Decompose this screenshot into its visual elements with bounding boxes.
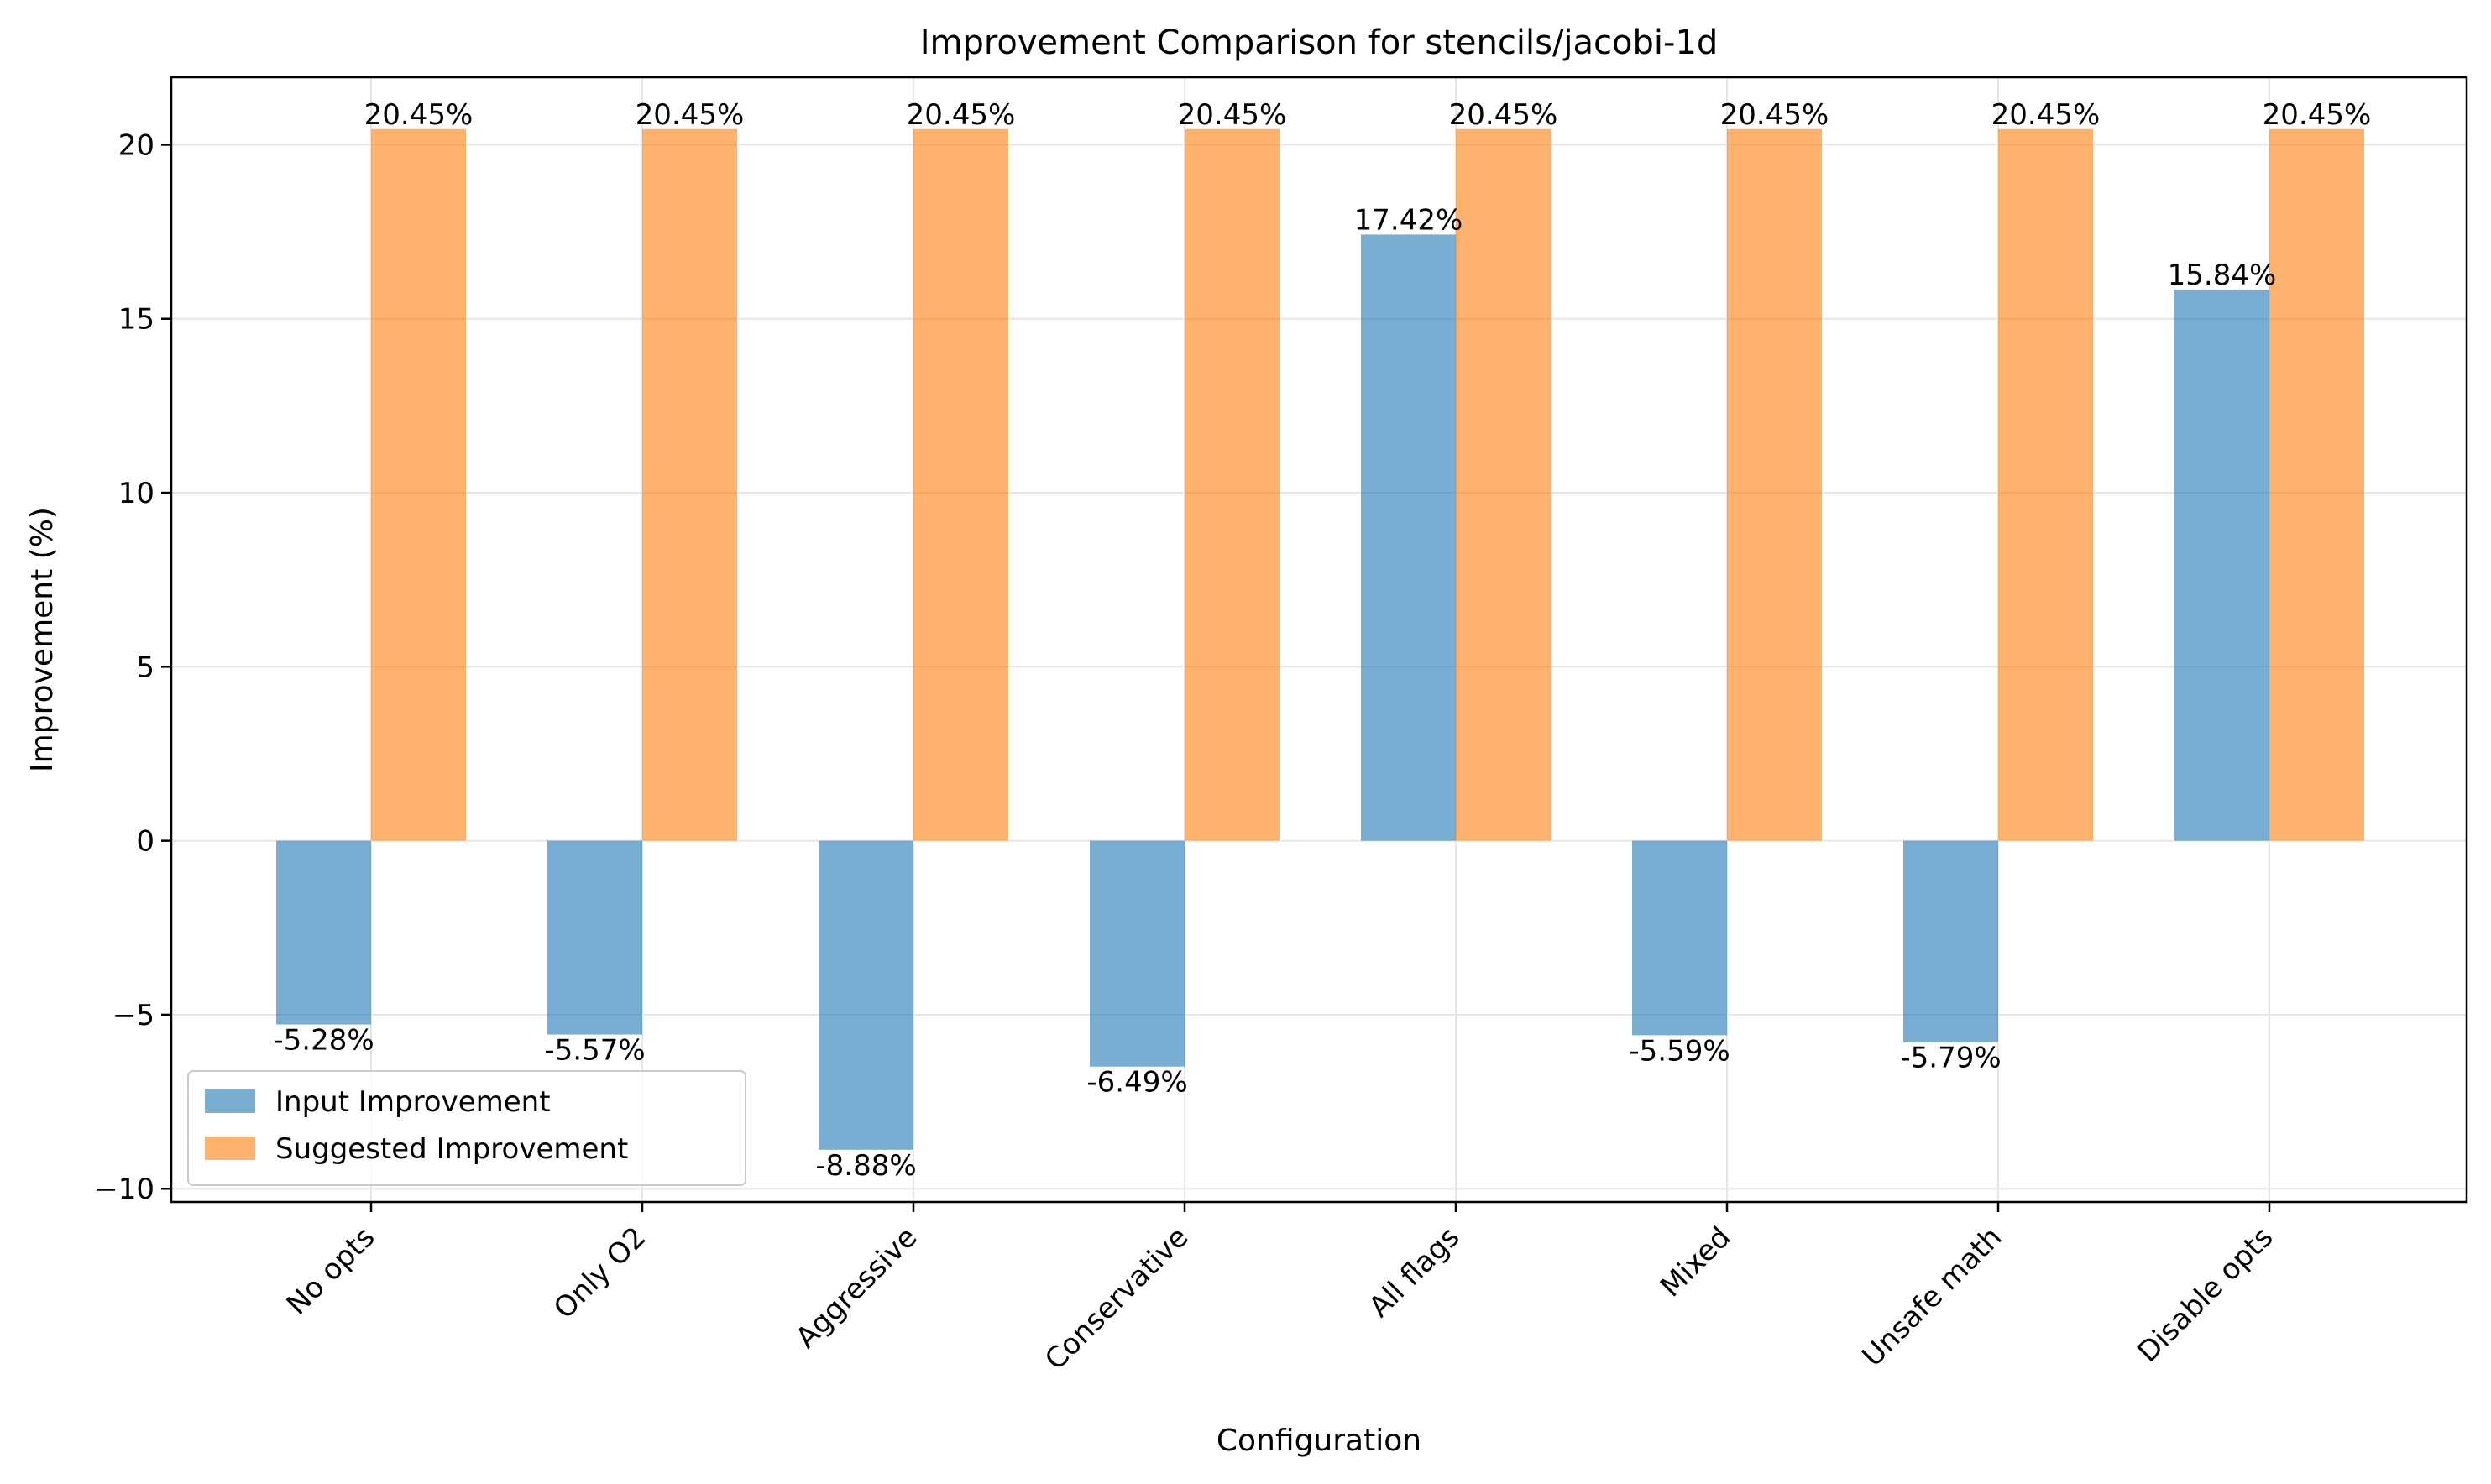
legend-label: Suggested Improvement xyxy=(275,1132,628,1166)
ticks-layer xyxy=(161,144,2271,1212)
x-tick-label: Disable opts xyxy=(2131,1220,2279,1369)
legend: Input Improvement Suggested Improvement xyxy=(187,1070,746,1186)
chart-title: Improvement Comparison for stencils/jaco… xyxy=(920,24,1719,62)
bars-layer xyxy=(276,128,2364,1150)
x-tick-label: Unsafe math xyxy=(1855,1220,2008,1373)
bar xyxy=(547,840,642,1035)
bar-value-label: 17.42% xyxy=(1354,203,1463,237)
bar-value-label: 20.45% xyxy=(1178,98,1287,132)
legend-swatch xyxy=(205,1137,255,1160)
x-tick-label: Only O2 xyxy=(547,1220,652,1325)
bar-value-label: -6.49% xyxy=(1086,1066,1187,1100)
bar xyxy=(1361,234,1456,841)
legend-swatch xyxy=(205,1089,255,1113)
bar-value-label: -5.79% xyxy=(1900,1042,2001,1075)
bar xyxy=(1903,840,1998,1042)
bar xyxy=(2269,128,2364,841)
legend-label: Input Improvement xyxy=(275,1085,551,1119)
bar-value-label: 20.45% xyxy=(1991,98,2101,132)
bar-value-label: -5.57% xyxy=(544,1034,645,1068)
bar xyxy=(1998,128,2093,841)
bar-value-label: -5.59% xyxy=(1629,1034,1730,1068)
y-tick-label: 10 xyxy=(118,477,154,510)
y-tick-label: 5 xyxy=(136,651,154,684)
x-axis-label: Configuration xyxy=(1217,1424,1421,1458)
bar xyxy=(1632,840,1727,1036)
y-tick-label: 20 xyxy=(118,128,154,162)
bar-value-label: 20.45% xyxy=(1449,98,1558,132)
bar xyxy=(1185,128,1280,841)
y-tick-label: −10 xyxy=(94,1173,154,1206)
bar-value-label: 20.45% xyxy=(2263,98,2372,132)
plot-frame xyxy=(170,76,2468,1204)
grid-layer xyxy=(171,77,2467,1202)
y-axis-label: Improvement (%) xyxy=(25,507,60,772)
bar-value-label: 20.45% xyxy=(1720,98,1829,132)
bar-value-label: 20.45% xyxy=(907,98,1016,132)
x-tick-label: Mixed xyxy=(1654,1220,1737,1304)
bar xyxy=(1727,128,1822,841)
x-tick-label: Aggressive xyxy=(789,1220,924,1355)
y-tick-label: −5 xyxy=(113,999,154,1032)
bar xyxy=(276,840,371,1025)
bar xyxy=(1456,128,1551,841)
bar xyxy=(642,128,737,841)
bar-value-label: 20.45% xyxy=(636,98,745,132)
bar xyxy=(1090,840,1185,1067)
bar xyxy=(819,840,913,1150)
x-tick-label: No opts xyxy=(280,1220,382,1322)
bar xyxy=(913,128,1008,841)
bar xyxy=(2174,289,2269,841)
bar xyxy=(371,128,466,841)
x-tick-label: All flags xyxy=(1363,1220,1466,1324)
legend-box xyxy=(187,1070,746,1186)
y-tick-label: 0 xyxy=(136,825,154,859)
x-tick-label: Conservative xyxy=(1039,1220,1195,1377)
bar-value-label: -5.28% xyxy=(273,1024,374,1058)
bar-value-label: 15.84% xyxy=(2168,259,2277,292)
y-tick-label: 15 xyxy=(118,303,154,337)
bar-value-label: -8.88% xyxy=(815,1149,916,1183)
bar-value-label: 20.45% xyxy=(364,98,474,132)
